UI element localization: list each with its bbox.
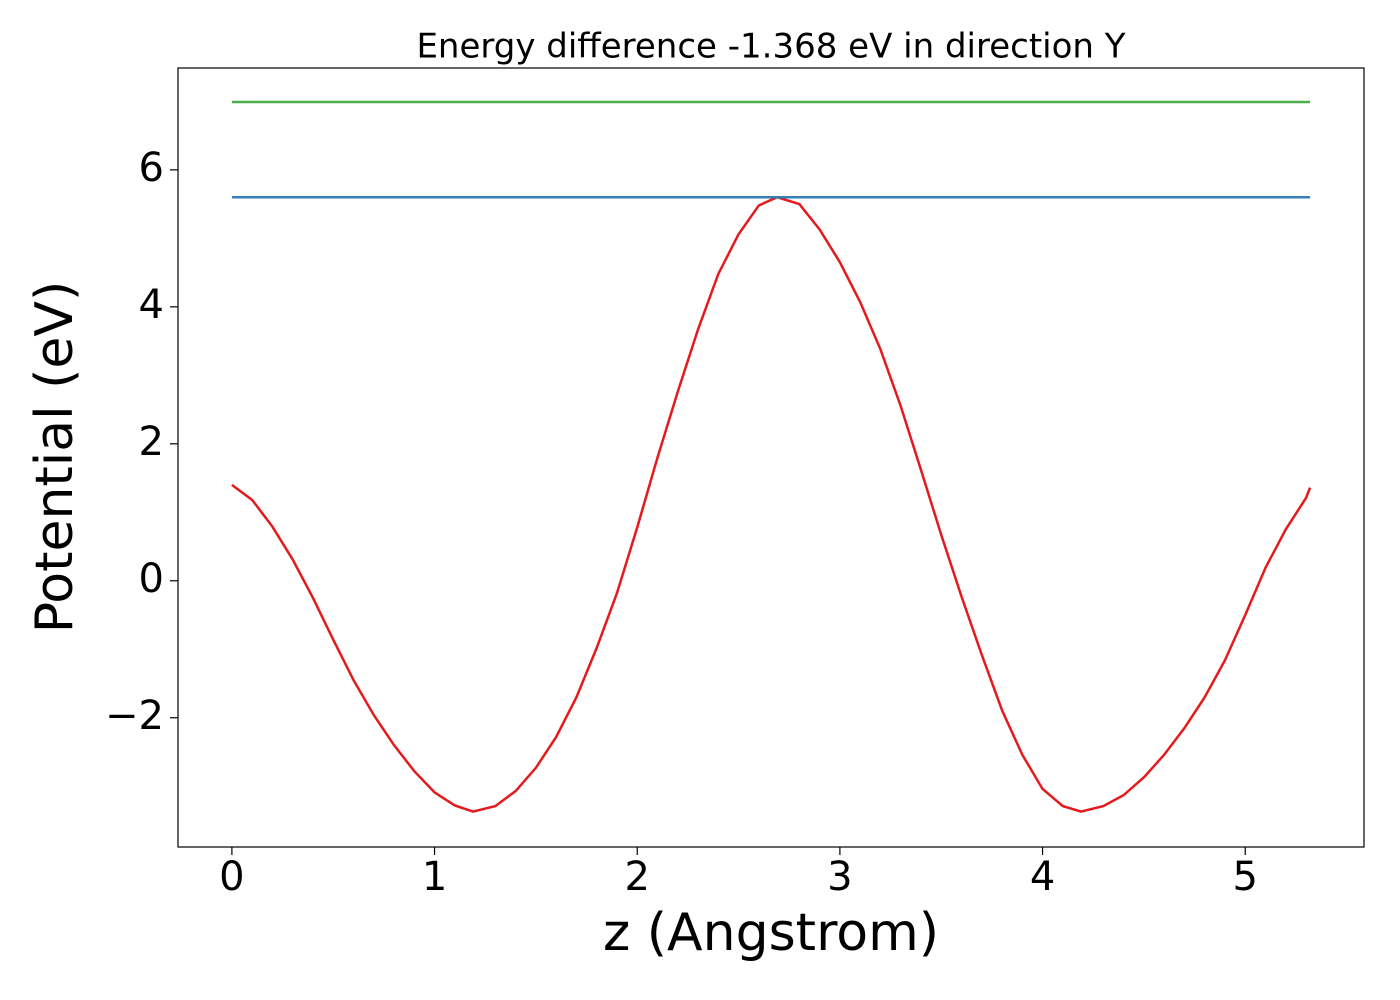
x-tick-label: 5	[1233, 854, 1258, 900]
x-axis-label: z (Angstrom)	[603, 903, 939, 963]
y-tick-label: 0	[139, 556, 164, 602]
y-tick-label: 6	[139, 145, 164, 191]
y-axis-label: Potential (eV)	[25, 281, 85, 633]
x-tick-label: 0	[219, 854, 244, 900]
y-tick-label: −2	[105, 693, 164, 739]
y-tick-label: 2	[139, 419, 164, 465]
x-tick-label: 4	[1030, 854, 1055, 900]
chart-title: Energy difference -1.368 eV in direction…	[416, 27, 1125, 67]
x-tick-label: 3	[827, 854, 852, 900]
x-tick-label: 2	[625, 854, 650, 900]
y-tick-label: 4	[139, 282, 164, 328]
plot-frame	[177, 67, 1365, 848]
x-tick-label: 1	[422, 854, 447, 900]
